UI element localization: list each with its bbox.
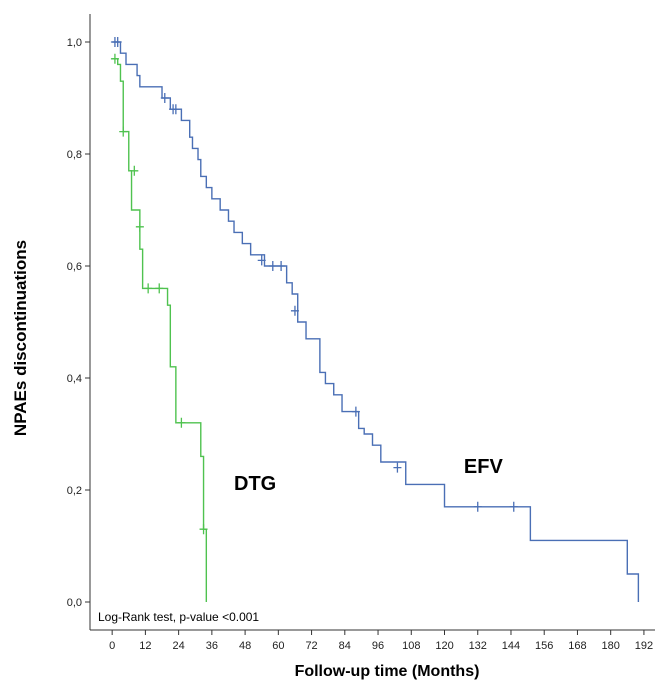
- efv-censor-mark: [257, 255, 266, 266]
- efv-censor-mark: [509, 501, 518, 512]
- efv-censor-mark: [268, 261, 277, 271]
- y-tick-label: 0,6: [67, 261, 82, 273]
- x-tick-label: 24: [173, 640, 185, 652]
- dtg-censor-mark: [199, 524, 208, 535]
- x-tick-label: 132: [469, 640, 487, 652]
- series-layer: EFV DTG: [110, 37, 640, 602]
- efv-censor-mark: [160, 93, 169, 103]
- x-tick-label: 108: [402, 640, 420, 652]
- efv-censor-mark: [473, 501, 482, 512]
- dtg-censor-mark: [119, 126, 128, 137]
- efv-censor-mark: [171, 104, 180, 115]
- efv-censor-mark: [351, 406, 360, 417]
- y-axis-label: NPAEs discontinuations: [11, 240, 30, 436]
- x-tick-label: 60: [272, 640, 284, 652]
- x-ticks: 0 12 24 36 48 60 72 84 96 108 120 132 144 156 168 180 19…: [109, 630, 653, 652]
- dtg-censor-mark: [110, 53, 119, 64]
- efv-censor-mark: [290, 305, 299, 316]
- dtg-censor-mark: [130, 165, 139, 176]
- efv-censor-mark: [113, 37, 122, 47]
- dtg-censor-mark: [144, 283, 153, 294]
- x-tick-label: 48: [239, 640, 251, 652]
- x-tick-label: 144: [502, 640, 520, 652]
- efv-censor-mark: [277, 261, 286, 271]
- axes: [89, 14, 655, 631]
- efv-series-label: EFV: [464, 456, 504, 478]
- x-tick-label: 168: [568, 640, 586, 652]
- y-tick-label: 1,0: [67, 37, 82, 49]
- x-tick-label: 0: [109, 640, 115, 652]
- dtg-curve: [112, 58, 208, 602]
- dtg-series-label: DTG: [234, 473, 276, 495]
- efv-censor-mark: [393, 462, 402, 473]
- y-tick-label: 0,0: [67, 597, 82, 609]
- x-tick-label: 180: [602, 640, 620, 652]
- dtg-censor-mark: [155, 283, 164, 294]
- dtg-censor-mark: [177, 417, 186, 428]
- x-tick-label: 36: [206, 640, 218, 652]
- x-tick-label: 96: [372, 640, 384, 652]
- x-tick-label: 72: [305, 640, 317, 652]
- x-tick-label: 84: [339, 640, 351, 652]
- x-tick-label: 156: [535, 640, 553, 652]
- y-ticks: 0,0 0,2 0,4 0,6 0,8 1,0: [67, 37, 90, 609]
- x-tick-label: 120: [435, 640, 453, 652]
- y-tick-label: 0,2: [67, 485, 82, 497]
- x-axis-label: Follow-up time (Months): [295, 663, 480, 680]
- efv-curve: [112, 41, 640, 602]
- x-tick-label: 12: [139, 640, 151, 652]
- dtg-censor-mark: [135, 221, 144, 232]
- y-tick-label: 0,4: [67, 373, 82, 385]
- log-rank-annotation: Log-Rank test, p-value <0.001: [98, 610, 259, 624]
- y-tick-label: 0,8: [67, 149, 82, 161]
- x-tick-label: 192: [635, 640, 653, 652]
